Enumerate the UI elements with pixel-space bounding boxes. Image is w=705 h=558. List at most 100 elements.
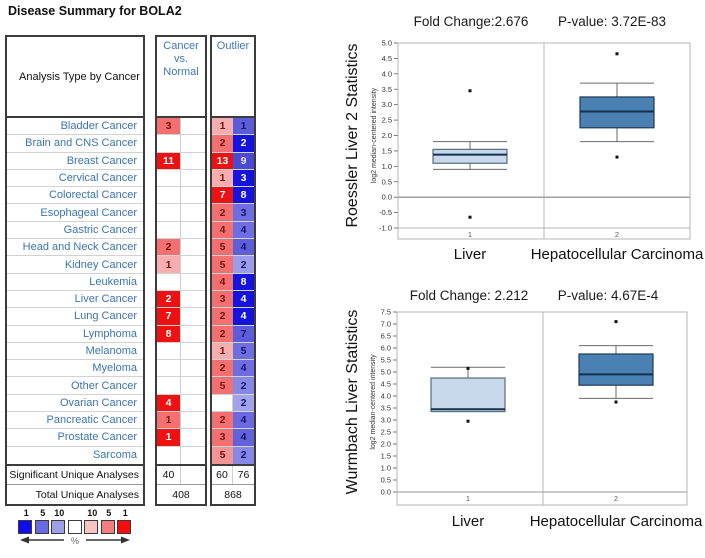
significant-analyses-label: Significant Unique Analyses <box>9 469 139 481</box>
cancer-name-link[interactable]: Other Cancer <box>7 377 143 395</box>
table-row <box>157 135 205 153</box>
arrow-left-icon <box>20 536 29 544</box>
cvn-cell[interactable]: 2 <box>157 290 181 308</box>
cancer-name-link[interactable]: Melanoma <box>7 343 143 361</box>
outlier-up-cell[interactable]: 3 <box>212 290 233 308</box>
outlier-down-cell[interactable]: 9 <box>233 152 254 169</box>
cvn-cell <box>157 221 181 239</box>
cvn-empty-cell <box>181 291 205 307</box>
outlier-up-cell[interactable]: 5 <box>212 239 233 256</box>
cvn-cell[interactable]: 3 <box>157 118 181 135</box>
outlier-down-cell[interactable]: 4 <box>233 239 254 256</box>
outlier-up-cell[interactable]: 5 <box>212 256 233 273</box>
outlier-down-cell[interactable]: 2 <box>233 135 254 152</box>
outlier-up-cell[interactable]: 1 <box>212 169 233 187</box>
outlier-down-cell[interactable]: 8 <box>233 187 254 204</box>
outlier-down-cell[interactable]: 5 <box>233 342 254 360</box>
cancer-name-link[interactable]: Gastric Cancer <box>7 222 143 240</box>
outlier-up-cell[interactable]: 2 <box>212 204 233 221</box>
total-analyses-row: Total Unique Analyses <box>7 485 143 504</box>
cancer-name-link[interactable]: Breast Cancer <box>7 153 143 170</box>
outlier-down-cell[interactable]: 2 <box>233 377 254 394</box>
outlier-down-cell[interactable]: 4 <box>233 221 254 239</box>
cvn-cell[interactable]: 1 <box>157 256 181 273</box>
cvn-cell[interactable]: 7 <box>157 308 181 325</box>
cancer-name-link[interactable]: Lung Cancer <box>7 308 143 326</box>
significant-outlier-up-value: 60 <box>212 466 233 484</box>
outlier-down-cell[interactable]: 4 <box>233 412 254 429</box>
cancer-name-link[interactable]: Ovarian Cancer <box>7 395 143 413</box>
cancer-vs-normal-column: Cancer vs. Normal 3 11 2 1 2 7 8 4 1 1 40 408 <box>155 35 207 506</box>
cancer-name-link[interactable]: Prostate Cancer <box>7 429 143 447</box>
table-row: 2 <box>157 290 205 309</box>
legend-swatch <box>51 520 65 534</box>
cvn-cell[interactable]: 4 <box>157 394 181 412</box>
outlier-down-cell[interactable]: 4 <box>233 290 254 308</box>
outlier-down-cell[interactable]: 2 <box>233 394 254 412</box>
outlier-up-cell[interactable]: 4 <box>212 221 233 239</box>
outlier-up-cell[interactable]: 2 <box>212 308 233 325</box>
cvn-cell <box>157 360 181 377</box>
outlier-up-cell[interactable]: 2 <box>212 135 233 152</box>
x-tick-label: 1 <box>468 230 472 239</box>
outlier-up-cell[interactable]: 7 <box>212 187 233 204</box>
cancer-name-link[interactable]: Pancreatic Cancer <box>7 412 143 430</box>
y-tick-label: 2.5 <box>381 428 391 437</box>
outlier-down-cell[interactable]: 3 <box>233 204 254 221</box>
table-row <box>157 446 205 464</box>
cancer-name-link[interactable]: Leukemia <box>7 274 143 291</box>
outlier-down-cell[interactable]: 7 <box>233 325 254 342</box>
cancer-name-link[interactable]: Bladder Cancer <box>7 118 143 136</box>
outlier-up-cell[interactable]: 5 <box>212 446 233 464</box>
cancer-name-link[interactable]: Liver Cancer <box>7 291 143 309</box>
outlier-up-cell[interactable]: 3 <box>212 429 233 446</box>
outlier-up-cell[interactable]: 2 <box>212 412 233 429</box>
cvn-cell <box>157 377 181 394</box>
cvn-cell[interactable]: 11 <box>157 152 181 169</box>
legend-labels: 1 5 10 10 5 1 <box>18 508 138 519</box>
cancer-name-link[interactable]: Esophageal Cancer <box>7 204 143 222</box>
cancer-name-link[interactable]: Brain and CNS Cancer <box>7 135 143 153</box>
outlier-up-cell[interactable]: 1 <box>212 118 233 135</box>
cvn-empty-cell <box>181 274 205 290</box>
outlier-header-label: Outlier <box>216 40 250 52</box>
cvn-cell[interactable]: 1 <box>157 412 181 429</box>
cancer-name-link[interactable]: Lymphoma <box>7 326 143 343</box>
cancer-name-link[interactable]: Colorectal Cancer <box>7 187 143 205</box>
cvn-cell[interactable]: 1 <box>157 429 181 446</box>
outlier-up-cell[interactable]: 13 <box>212 152 233 169</box>
outlier-down-cell[interactable]: 2 <box>233 446 254 464</box>
cvn-cell[interactable]: 2 <box>157 239 181 256</box>
y-axis-label: log2 median-centered intensity <box>371 87 378 183</box>
p-value-label: P-value: 3.72E-83 <box>558 14 666 29</box>
outlier-down-cell[interactable]: 4 <box>233 360 254 377</box>
boxplot-liver <box>430 366 506 423</box>
outlier-down-cell[interactable]: 2 <box>233 256 254 273</box>
cancer-name-link[interactable]: Myeloma <box>7 360 143 378</box>
legend-percent-arrows: % <box>20 536 130 546</box>
outlier-up-cell[interactable]: 1 <box>212 342 233 360</box>
cvn-cell <box>157 273 181 290</box>
cancer-name-link[interactable]: Kidney Cancer <box>7 256 143 274</box>
cancer-name-link[interactable]: Head and Neck Cancer <box>7 239 143 257</box>
outlier-up-cell[interactable]: 2 <box>212 360 233 377</box>
outlier-up-cell[interactable]: 4 <box>212 273 233 290</box>
outlier-down-cell[interactable]: 1 <box>233 118 254 135</box>
outlier-down-cell[interactable]: 8 <box>233 273 254 290</box>
outlier-cells: 1 1 2 2 13 9 1 3 7 8 2 3 4 4 5 4 5 2 4 8 3 4 2 4 2 7 1 5 2 4 5 2 2 2 4 3 4 5 2 <box>212 118 254 464</box>
outlier-down-cell[interactable]: 4 <box>233 429 254 446</box>
outlier-down-cell[interactable]: 3 <box>233 169 254 187</box>
outlier-up-cell[interactable]: 2 <box>212 325 233 342</box>
cancer-name-link[interactable]: Sarcoma <box>92 449 137 462</box>
cvn-cell[interactable]: 8 <box>157 325 181 342</box>
cancer-name-link[interactable]: Cervical Cancer <box>7 170 143 188</box>
outlier-down-cell[interactable]: 4 <box>233 308 254 325</box>
outlier-up-cell[interactable]: 5 <box>212 377 233 394</box>
x-tick-label: 1 <box>466 494 470 503</box>
